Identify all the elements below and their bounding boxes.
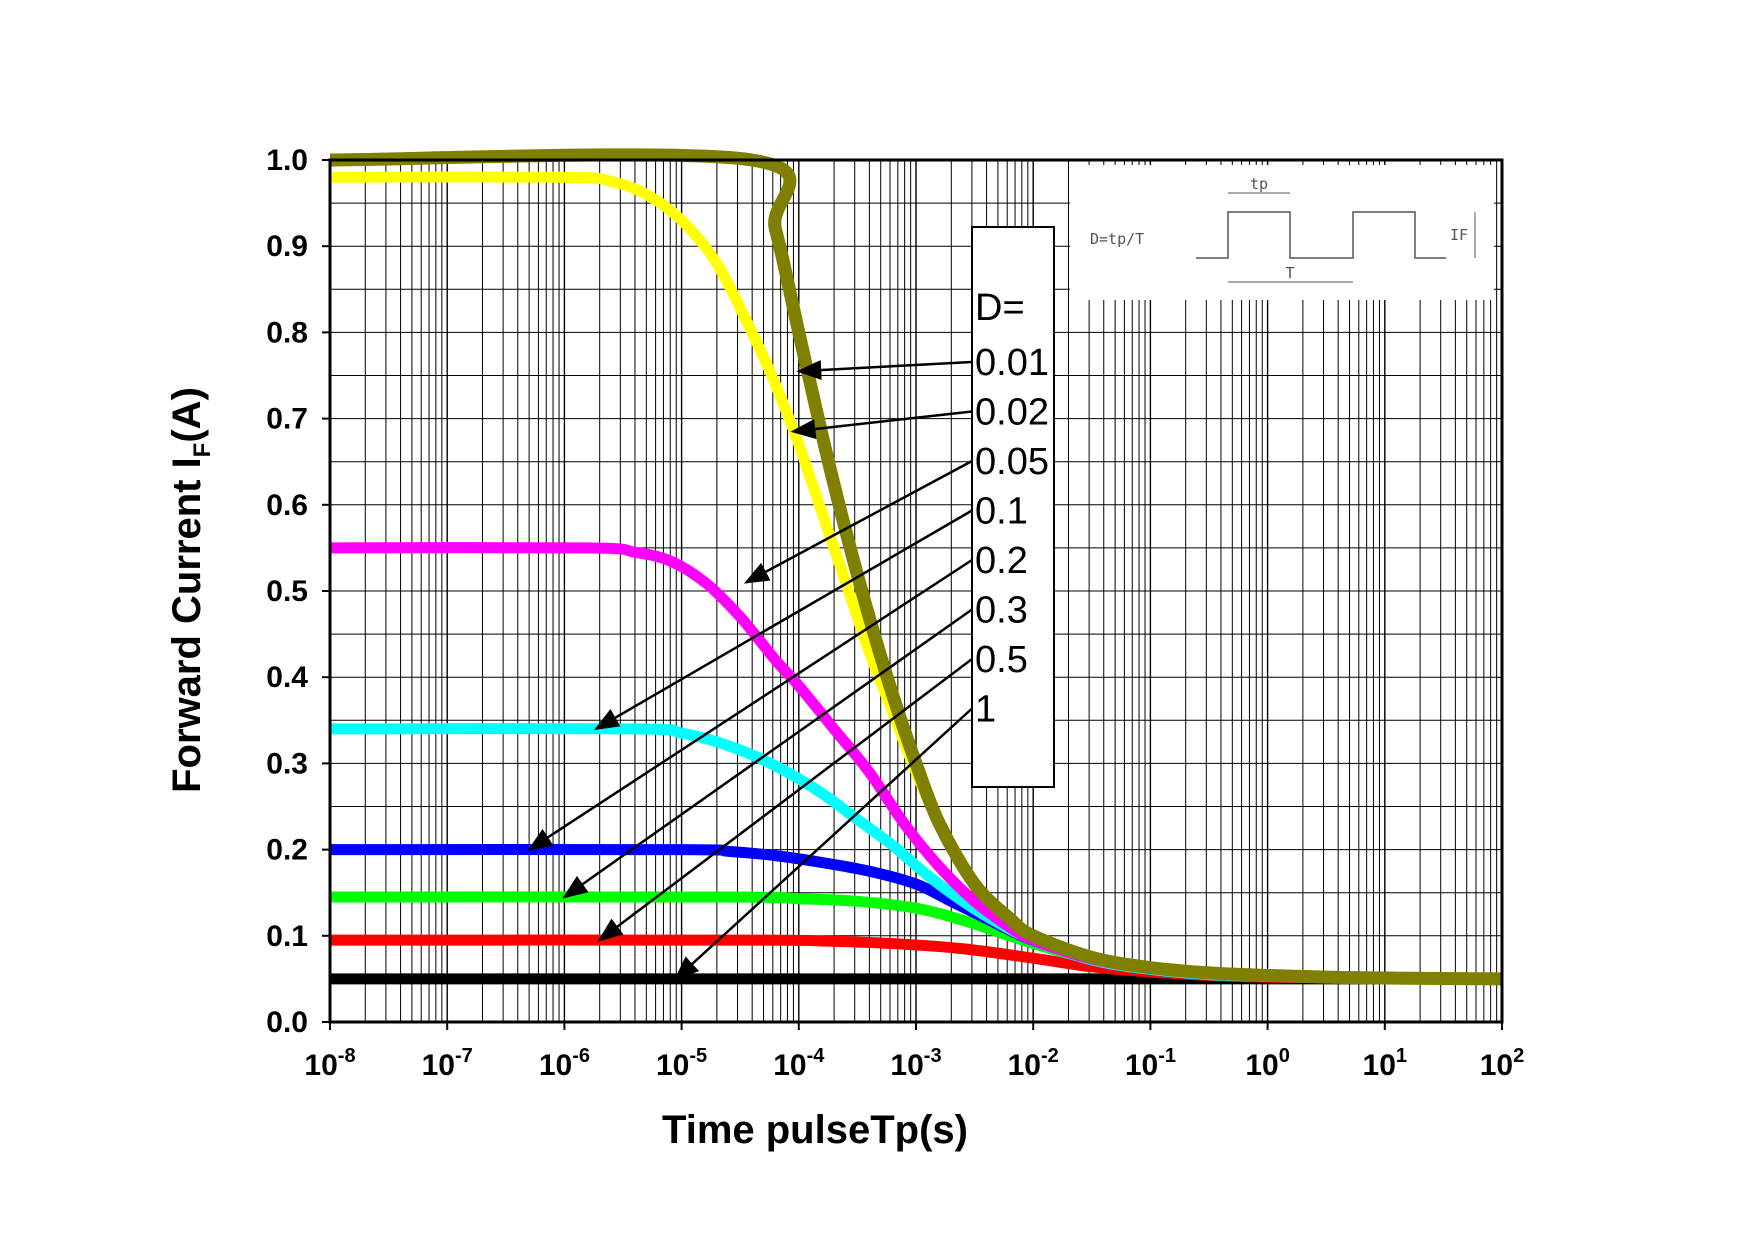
inset-background [1070,165,1494,300]
x-axis-ticks: 10-8 10-7 10-6 10-5 10-4 10-3 10-2 10-1 100 101 10… [304,1022,1524,1082]
y-tick-label: 0.4 [266,661,308,694]
y-axis-ticks: 0.0 0.1 0.2 0.3 0.4 0.5 0.6 0.7 0.8 0.9 1.0 [266,144,330,1039]
y-tick-label: 0.2 [266,834,308,867]
grid [329,160,1502,1022]
legend: D= 0.01 0.02 0.05 0.1 0.2 0.3 0.5 1 [971,226,1055,788]
y-tick-label: 0.3 [266,747,308,780]
y-axis-title-main: Forward Current I [165,457,209,793]
pulse-waveform [1196,211,1446,259]
y-tick-label: 0.5 [266,575,308,608]
legend-entry: 0.01 [975,342,1049,384]
legend-arrow [790,410,973,439]
legend-entries: 0.01 0.02 0.05 0.1 0.2 0.3 0.5 1 [975,342,1049,731]
x-axis-title: Time pulseTp(s) [662,1108,968,1152]
svg-text:Forward Current IF(A): Forward Current IF(A) [165,387,216,793]
legend-arrows [527,360,973,981]
legend-entry: 1 [975,689,996,731]
x-tick-label: 10-1 [1125,1045,1176,1082]
inset-period-label: T [1285,264,1294,282]
x-tick-label: 10-7 [422,1045,473,1082]
legend-arrow [673,707,973,981]
y-tick-label: 0.9 [266,230,308,263]
x-tick-label: 10-4 [773,1045,825,1082]
x-tick-label: 10-8 [304,1045,355,1082]
inset-tp-label: tp [1250,175,1268,193]
legend-entry: 0.02 [975,392,1049,434]
x-tick-label: 102 [1480,1045,1525,1082]
x-tick-label: 101 [1363,1045,1408,1082]
inset-formula: D=tp/T [1090,230,1144,248]
x-tick-label: 10-2 [1008,1045,1059,1082]
y-tick-label: 1.0 [266,144,308,177]
legend-arrow [593,509,973,731]
y-tick-label: 0.7 [266,403,308,436]
legend-entry: 0.05 [975,441,1049,483]
legend-box [971,226,1055,788]
y-axis-title-tail: (A) [165,387,209,443]
y-axis-title: Forward Current IF(A) [165,387,216,793]
legend-arrow [743,459,973,584]
x-tick-label: 10-3 [890,1045,941,1082]
y-tick-label: 0.0 [266,1006,308,1039]
x-tick-label: 10-6 [539,1045,590,1082]
x-tick-label: 100 [1245,1045,1290,1082]
legend-arrow [597,658,973,942]
y-tick-label: 0.6 [266,489,308,522]
y-axis-title-subscript: F [189,443,216,458]
legend-title: D= [975,287,1025,329]
inset-amplitude-label: IF [1450,226,1468,244]
y-tick-label: 0.1 [266,920,308,953]
duty-cycle-inset: D=tp/T tp T IF [1070,165,1494,300]
legend-arrow [527,558,973,851]
legend-entry: 0.3 [975,590,1028,632]
legend-arrow [562,608,973,899]
series-layer [329,148,1503,986]
legend-entry: 0.2 [975,540,1028,582]
x-tick-label: 10-5 [656,1045,707,1082]
legend-entry: 0.1 [975,491,1028,533]
series-line-0-01 [329,148,1503,986]
legend-entry: 0.5 [975,639,1028,681]
legend-arrow [796,360,973,380]
y-tick-label: 0.8 [266,316,308,349]
